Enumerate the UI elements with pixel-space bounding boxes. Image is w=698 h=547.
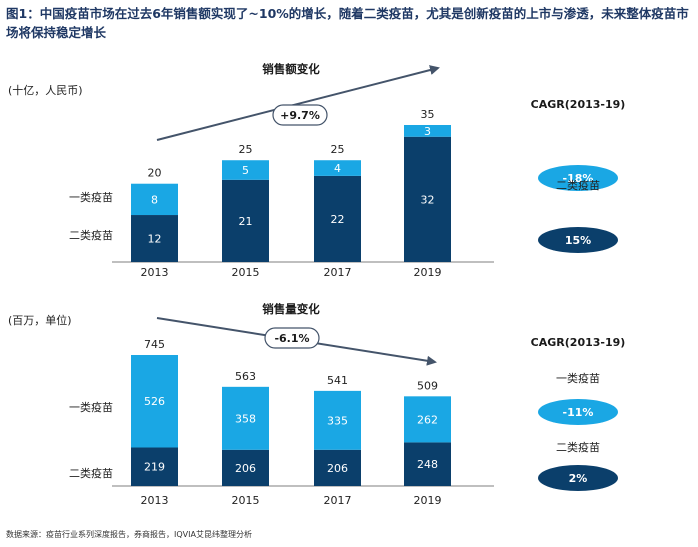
figure-title: 图1：中国疫苗市场在过去6年销售额实现了~10%的增长，随着二类疫苗，尤其是创新… — [6, 6, 689, 40]
chart2-row-label-class2: 二类疫苗 — [69, 466, 113, 480]
chart2-cagr-name-2: 二类疫苗 — [556, 440, 600, 454]
chart1-bar-class2-2013 — [131, 215, 178, 262]
chart2-data-label-class1-2017: 335 — [327, 414, 348, 427]
chart1-bar-class2-2019 — [404, 136, 451, 262]
chart1-title: 销售额变化 — [262, 62, 320, 76]
chart1-cagr-value-1: -18% — [563, 172, 594, 185]
chart1-total-label-2015: 25 — [239, 143, 253, 156]
chart1-cagr-value-2: 15% — [565, 234, 591, 247]
chart2-trend-label: -6.1% — [274, 332, 309, 345]
chart2-bar-class1-2017 — [314, 390, 361, 450]
chart1-data-label-class1-2017: 4 — [334, 162, 341, 175]
chart2-bar-class2-2017 — [314, 449, 361, 486]
chart2-bar-class2-2019 — [404, 442, 451, 486]
chart2-data-label-class1-2019: 262 — [417, 413, 438, 426]
chart2-total-label-2017: 541 — [327, 374, 348, 387]
chart1-row-label-class1: 一类疫苗 — [69, 190, 113, 204]
chart2-bar-class1-2013 — [131, 355, 178, 448]
chart1-trend-pill — [272, 104, 328, 126]
chart2-cagr-title: CAGR(2013-19) — [531, 336, 626, 349]
chart2-total-label-2015: 563 — [235, 370, 256, 383]
chart1-data-label-class1-2015: 5 — [242, 164, 249, 177]
chart2-data-label-class1-2015: 358 — [235, 412, 256, 425]
chart2-bar-class1-2019 — [404, 396, 451, 443]
chart1-data-label-class2-2019: 32 — [421, 193, 435, 206]
chart2-tick-label-2015: 2015 — [232, 494, 260, 507]
chart2-row-label-class1: 一类疫苗 — [69, 400, 113, 414]
chart2-tick-label-2019: 2019 — [414, 494, 442, 507]
chart1-data-label-class1-2019: 3 — [424, 125, 431, 138]
chart1-cagr-pill-1 — [538, 165, 618, 191]
chart2-data-label-class2-2013: 219 — [144, 461, 165, 474]
chart2-bar-class2-2015 — [222, 449, 269, 486]
chart1-data-label-class2-2015: 21 — [239, 215, 253, 228]
chart2-bar-class1-2015 — [222, 386, 269, 450]
chart1-cagr-pill-2 — [538, 227, 618, 253]
chart1-unit-label: (十亿，人民币) — [8, 83, 83, 97]
chart2-unit-label: (百万，单位) — [8, 313, 72, 327]
chart2-total-label-2013: 745 — [144, 338, 165, 351]
chart1-bar-class1-2019 — [404, 125, 451, 137]
chart1-tick-label-2017: 2017 — [324, 266, 352, 279]
chart1-data-label-class2-2017: 22 — [331, 213, 345, 226]
chart2-total-label-2019: 509 — [417, 379, 438, 392]
chart1-total-label-2019: 35 — [421, 108, 435, 121]
chart2-cagr-pill-1 — [538, 399, 618, 425]
chart1-bar-class1-2017 — [314, 160, 361, 176]
chart1-cagr-title: CAGR(2013-19) — [531, 98, 626, 111]
chart2-cagr-value-2: 2% — [569, 472, 588, 485]
chart1-data-label-class2-2013: 12 — [148, 233, 162, 246]
chart2-data-label-class1-2013: 526 — [144, 395, 165, 408]
chart1-tick-label-2013: 2013 — [141, 266, 169, 279]
chart1-trend-arrow — [156, 65, 440, 141]
chart2-data-label-class2-2017: 206 — [327, 462, 348, 475]
chart2-cagr-value-1: -11% — [563, 406, 594, 419]
chart1-tick-label-2019: 2019 — [414, 266, 442, 279]
chart2-cagr-name-1: 一类疫苗 — [556, 371, 600, 385]
chart1-bar-class2-2015 — [222, 179, 269, 262]
chart1-tick-label-2015: 2015 — [232, 266, 260, 279]
chart2-data-label-class2-2015: 206 — [235, 462, 256, 475]
chart1-bar-class2-2017 — [314, 175, 361, 262]
chart2-bar-class2-2013 — [131, 447, 178, 486]
chart1-row-label-class2: 二类疫苗 — [69, 228, 113, 242]
chart1-trend-label: +9.7% — [280, 109, 320, 122]
chart2-trend-pill — [264, 327, 320, 349]
chart1-total-label-2017: 25 — [331, 143, 345, 156]
chart2-tick-label-2013: 2013 — [141, 494, 169, 507]
chart1-data-label-class1-2013: 8 — [151, 193, 158, 206]
chart1-bar-class1-2013 — [131, 183, 178, 216]
chart1-bar-class1-2015 — [222, 160, 269, 180]
chart1-total-label-2013: 20 — [148, 167, 162, 180]
chart2-data-label-class2-2019: 248 — [417, 458, 438, 471]
chart2-title: 销售量变化 — [262, 302, 320, 316]
chart2-tick-label-2017: 2017 — [324, 494, 352, 507]
source-note: 数据来源：疫苗行业系列深度报告，券商报告，IQVIA艾昆纬整理分析 — [6, 530, 252, 539]
chart2-cagr-pill-2 — [538, 465, 618, 491]
chart1-cagr-name-2: 二类疫苗 — [556, 178, 600, 192]
